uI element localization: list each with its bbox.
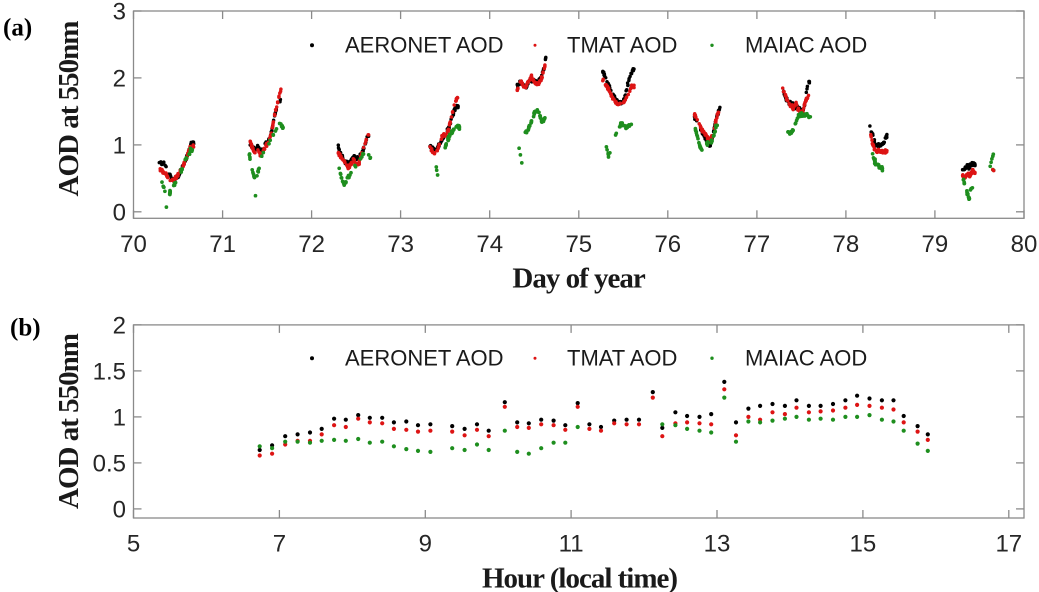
svg-text:3: 3 [113,0,126,26]
svg-text:AOD at 550nm: AOD at 550nm [53,21,85,197]
svg-text:7: 7 [273,531,286,558]
svg-text:AERONET AOD: AERONET AOD [345,346,504,371]
svg-text:9: 9 [419,531,432,558]
svg-text:80: 80 [1011,231,1038,258]
svg-text:13: 13 [704,531,731,558]
svg-text:11: 11 [559,531,584,558]
svg-text:Day of year: Day of year [512,262,645,294]
svg-text:(b): (b) [10,315,41,342]
svg-text:74: 74 [476,231,503,258]
svg-text:TMAT AOD: TMAT AOD [567,346,677,371]
svg-text:70: 70 [120,231,147,258]
svg-text:78: 78 [833,231,860,258]
svg-text:AOD at 550nm: AOD at 550nm [53,333,85,509]
svg-text:1: 1 [113,132,126,159]
svg-text:0: 0 [113,496,126,523]
svg-text:MAIAC AOD: MAIAC AOD [745,32,867,57]
svg-text:0.5: 0.5 [93,450,126,477]
svg-text:77: 77 [744,231,771,258]
svg-text:1.5: 1.5 [93,358,126,385]
svg-text:TMAT AOD: TMAT AOD [567,32,677,57]
svg-text:2: 2 [113,65,126,92]
svg-text:5: 5 [127,531,140,558]
svg-text:0: 0 [113,199,126,226]
svg-text:2: 2 [113,312,126,339]
svg-text:76: 76 [654,231,681,258]
svg-text:71: 71 [209,231,236,258]
svg-text:72: 72 [298,231,325,258]
svg-text:AERONET AOD: AERONET AOD [345,32,504,57]
svg-text:(a): (a) [3,15,32,42]
svg-text:Hour (local time): Hour (local time) [482,563,677,592]
svg-text:15: 15 [850,531,877,558]
svg-text:1: 1 [113,404,126,431]
svg-text:MAIAC AOD: MAIAC AOD [745,346,867,371]
svg-text:75: 75 [565,231,592,258]
svg-text:79: 79 [922,231,949,258]
svg-text:17: 17 [995,531,1022,558]
svg-text:73: 73 [387,231,414,258]
